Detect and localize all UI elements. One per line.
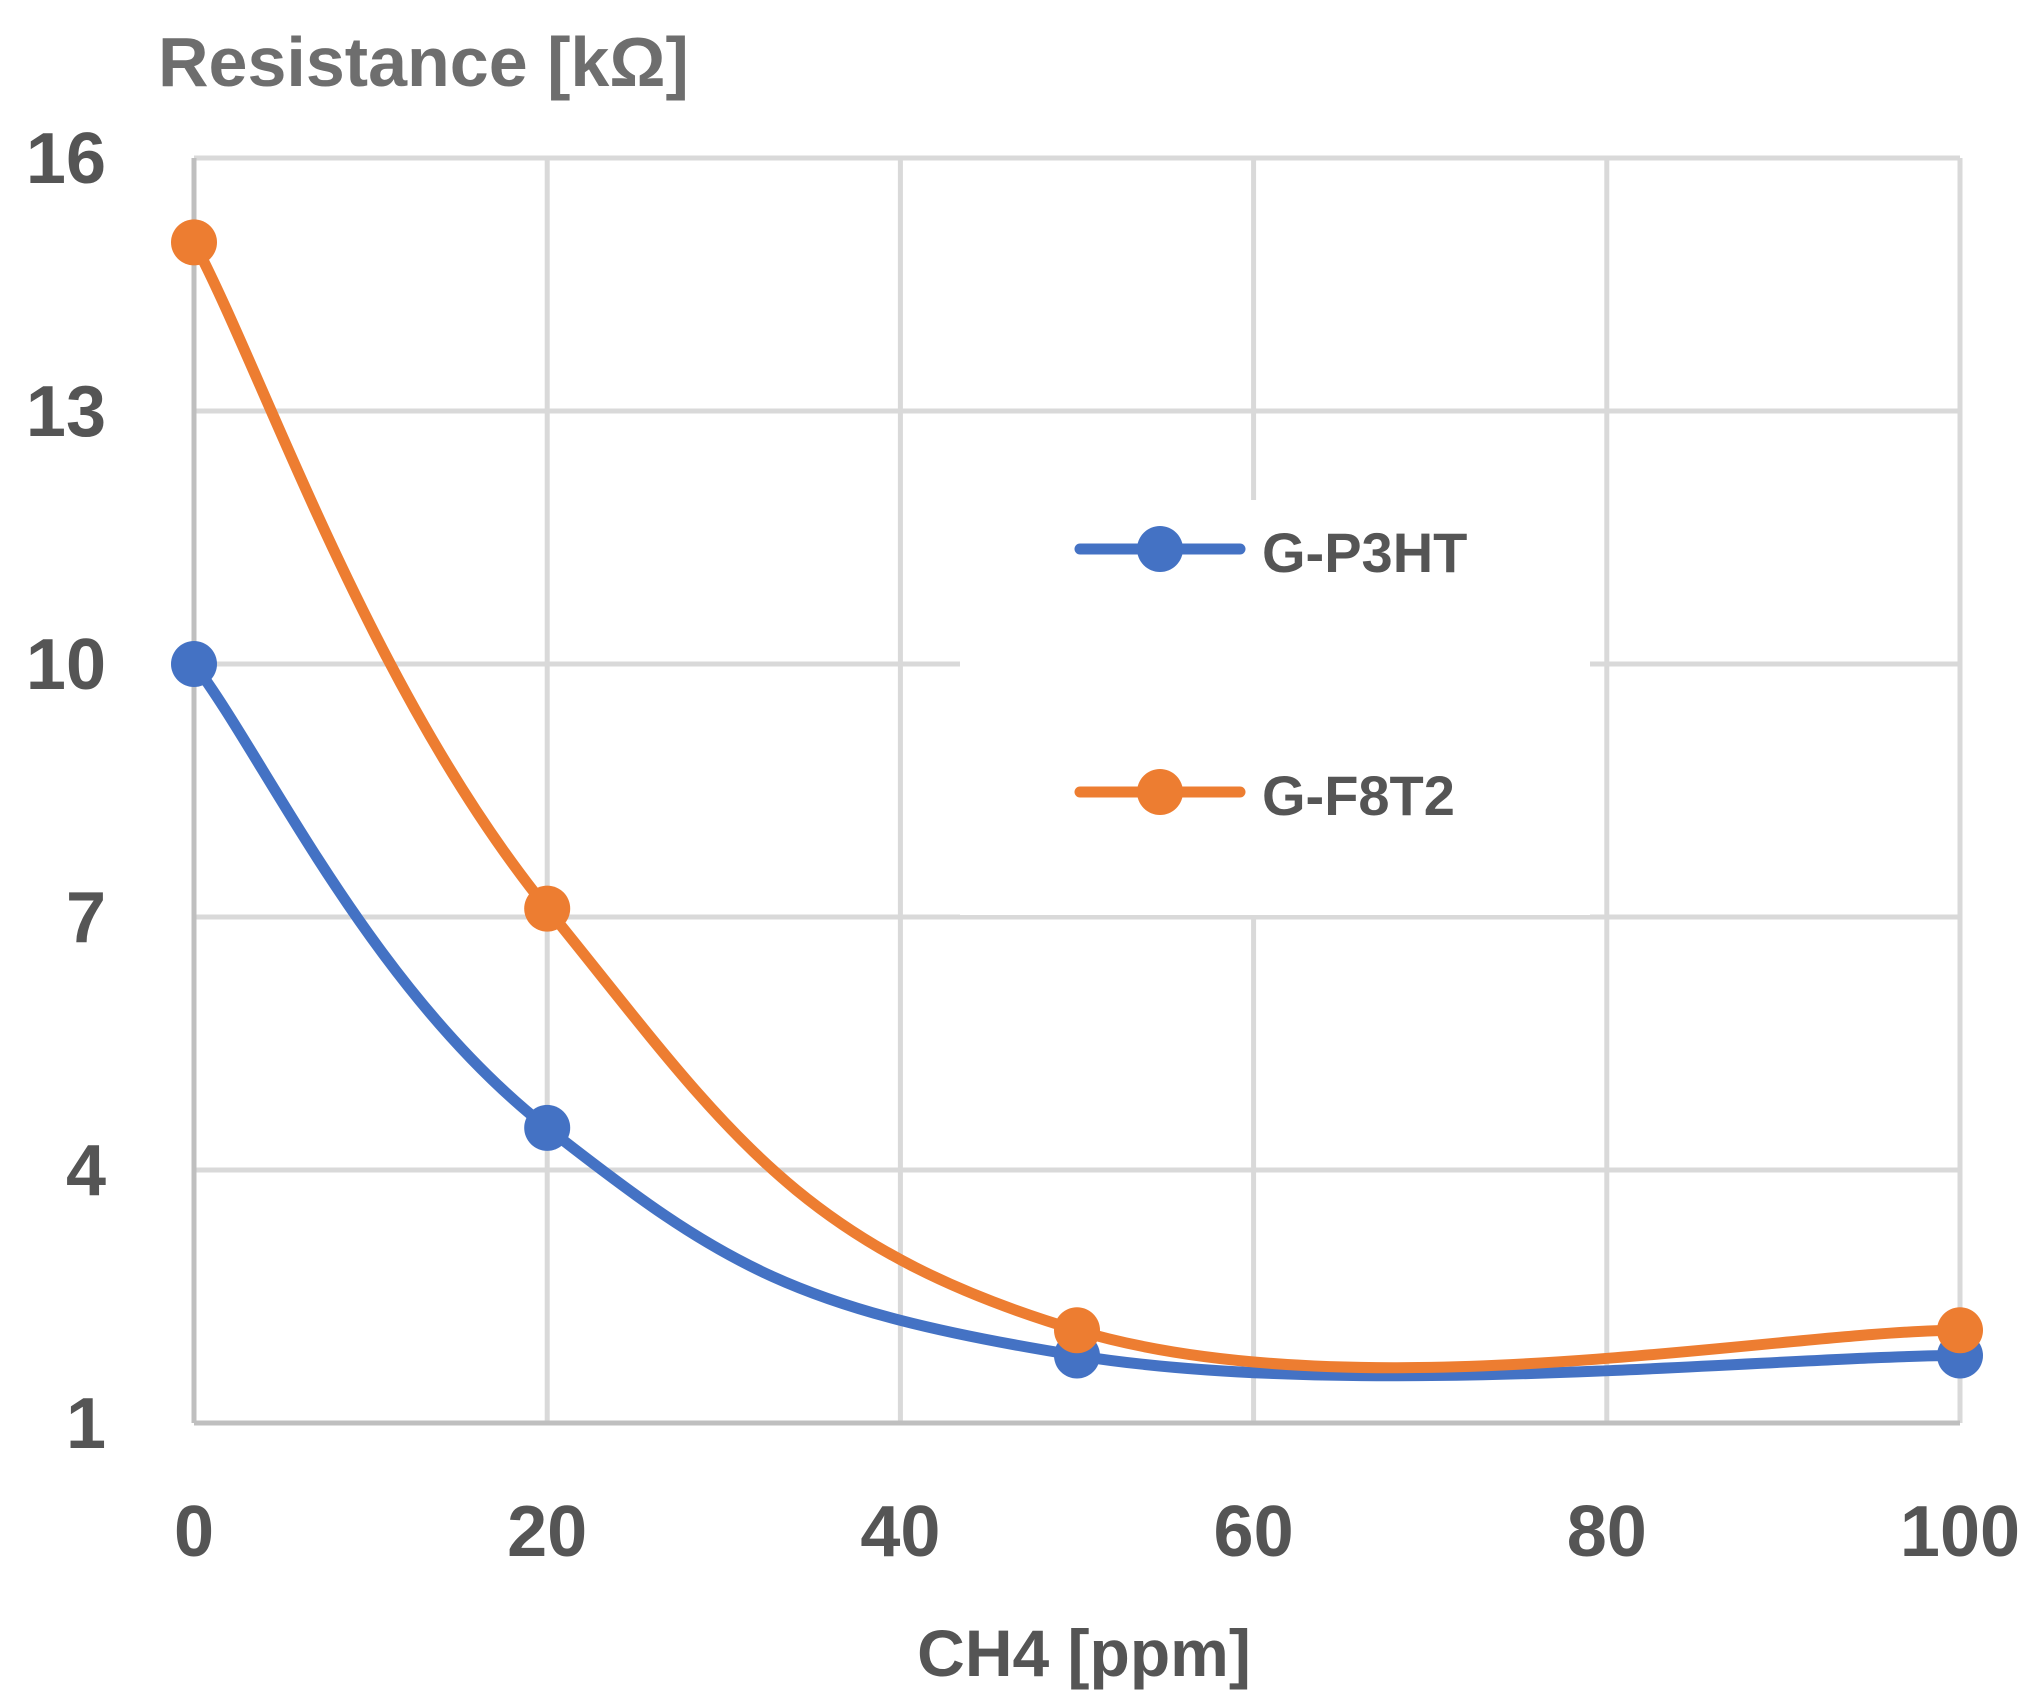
y-tick-labels: 1 4 7 10 13 16: [26, 119, 106, 1464]
y-tick-label: 1: [66, 1384, 106, 1464]
data-point-g-p3ht: [524, 1104, 571, 1151]
y-axis-title: Resistance [kΩ]: [158, 23, 689, 101]
data-point-g-f8t2: [524, 885, 571, 932]
x-tick-label: 60: [1214, 1492, 1294, 1572]
x-tick-label: 40: [860, 1492, 940, 1572]
series-line-g-f8t2: [188, 236, 1966, 1374]
x-tick-labels: 0 20 40 60 80 100: [174, 1492, 2020, 1572]
series-g-f8t2: [171, 219, 1983, 1374]
data-point-g-f8t2: [1937, 1307, 1983, 1354]
y-tick-label: 4: [66, 1131, 106, 1211]
x-axis-title: CH4 [ppm]: [917, 1616, 1251, 1690]
legend: G-P3HT G-F8T2: [1074, 521, 1467, 827]
legend-marker-g-f8t2: [1137, 769, 1183, 815]
data-point-g-f8t2: [171, 219, 217, 266]
x-tick-label: 0: [174, 1492, 214, 1572]
x-tick-label: 20: [507, 1492, 587, 1572]
y-tick-label: 13: [26, 372, 106, 452]
legend-label-g-p3ht: G-P3HT: [1262, 521, 1467, 584]
legend-background: [960, 500, 1590, 915]
series-line-g-p3ht: [188, 658, 1966, 1382]
y-tick-label: 10: [26, 625, 106, 705]
data-point-g-f8t2: [1054, 1307, 1100, 1354]
legend-marker-g-p3ht: [1137, 526, 1183, 572]
data-point-g-p3ht: [171, 641, 217, 687]
grid-lines: [194, 155, 1963, 1423]
y-tick-label: 16: [26, 119, 106, 199]
legend-label-g-f8t2: G-F8T2: [1262, 764, 1455, 827]
y-tick-label: 7: [66, 878, 106, 958]
axes: [191, 158, 1960, 1426]
series-layer: [171, 219, 1983, 1382]
x-tick-label: 80: [1567, 1492, 1647, 1572]
x-tick-label: 100: [1900, 1492, 2020, 1572]
